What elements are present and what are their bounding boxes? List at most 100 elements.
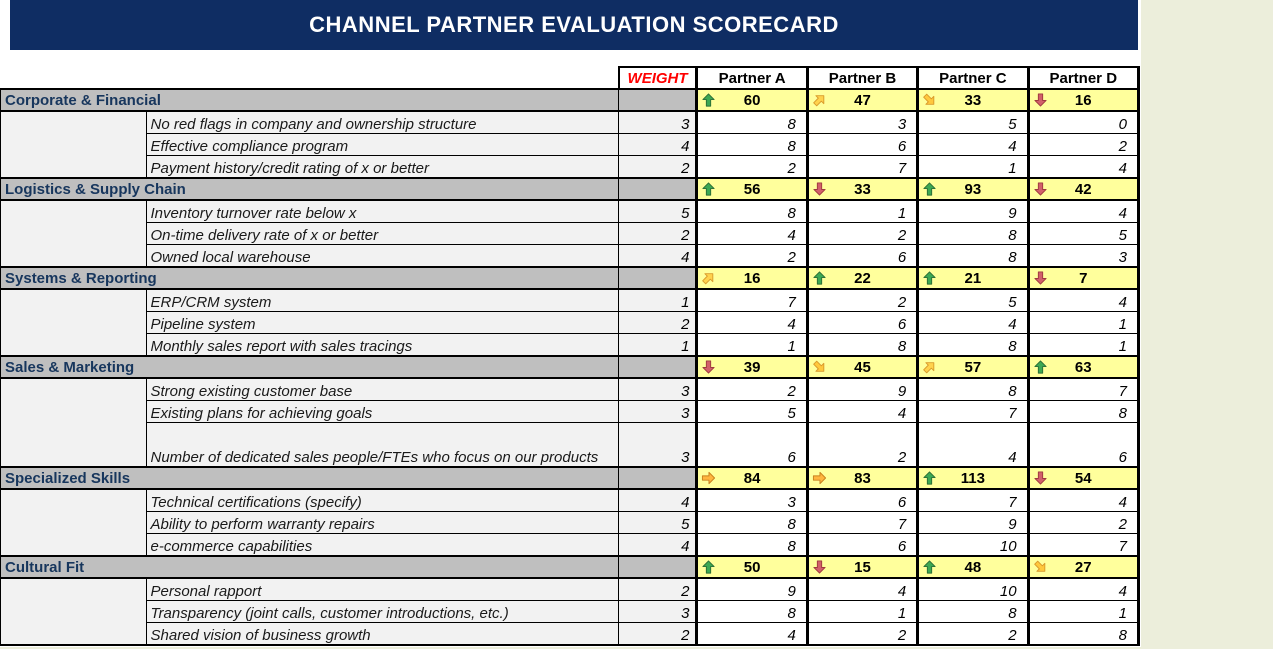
category-weight-cell[interactable] (618, 266, 698, 290)
score-cell[interactable]: 2 (1026, 133, 1141, 156)
category-total-cell[interactable]: 93 (916, 177, 1030, 201)
criterion-label[interactable]: Number of dedicated sales people/FTEs wh… (145, 422, 619, 468)
category-label[interactable]: Sales & Marketing (0, 355, 619, 379)
criterion-label[interactable]: e-commerce capabilities (145, 533, 619, 557)
score-cell[interactable]: 8 (695, 533, 809, 557)
weight-cell[interactable]: 1 (618, 288, 698, 312)
category-weight-cell[interactable] (618, 355, 698, 379)
score-cell[interactable]: 6 (805, 311, 920, 334)
category-weight-cell[interactable] (618, 466, 698, 490)
score-cell[interactable]: 6 (805, 533, 920, 557)
score-cell[interactable]: 2 (805, 422, 920, 468)
score-cell[interactable]: 10 (916, 533, 1030, 557)
category-total-cell[interactable]: 27 (1026, 555, 1141, 579)
category-total-cell[interactable]: 48 (916, 555, 1030, 579)
score-cell[interactable]: 8 (916, 244, 1030, 268)
category-label[interactable]: Systems & Reporting (0, 266, 619, 290)
score-cell[interactable]: 2 (805, 622, 920, 646)
score-cell[interactable]: 8 (1026, 400, 1141, 423)
category-total-cell[interactable]: 21 (916, 266, 1030, 290)
weight-cell[interactable]: 2 (618, 155, 698, 179)
score-cell[interactable]: 2 (1026, 511, 1141, 534)
score-cell[interactable]: 1 (916, 155, 1030, 179)
score-cell[interactable]: 2 (805, 222, 920, 245)
score-cell[interactable]: 4 (1026, 199, 1141, 223)
category-total-cell[interactable]: 83 (805, 466, 920, 490)
category-total-cell[interactable]: 60 (695, 88, 809, 112)
category-total-cell[interactable]: 16 (695, 266, 809, 290)
score-cell[interactable]: 1 (1026, 333, 1141, 357)
score-cell[interactable]: 5 (916, 110, 1030, 134)
score-cell[interactable]: 7 (916, 488, 1030, 512)
partner-c-header[interactable]: Partner C (916, 66, 1030, 90)
weight-cell[interactable]: 3 (618, 422, 698, 468)
criterion-label[interactable]: On-time delivery rate of x or better (145, 222, 619, 245)
score-cell[interactable]: 6 (805, 244, 920, 268)
score-cell[interactable]: 5 (695, 400, 809, 423)
score-cell[interactable]: 6 (805, 133, 920, 156)
score-cell[interactable]: 1 (805, 199, 920, 223)
score-cell[interactable]: 1 (1026, 311, 1141, 334)
category-total-cell[interactable]: 42 (1026, 177, 1141, 201)
criterion-label[interactable]: Transparency (joint calls, customer intr… (145, 600, 619, 623)
category-total-cell[interactable]: 7 (1026, 266, 1141, 290)
score-cell[interactable]: 8 (695, 199, 809, 223)
criterion-label[interactable]: Existing plans for achieving goals (145, 400, 619, 423)
criterion-label[interactable]: Owned local warehouse (145, 244, 619, 268)
criterion-label[interactable]: Strong existing customer base (145, 377, 619, 401)
score-cell[interactable]: 7 (695, 288, 809, 312)
score-cell[interactable]: 8 (805, 333, 920, 357)
category-total-cell[interactable]: 39 (695, 355, 809, 379)
category-total-cell[interactable]: 50 (695, 555, 809, 579)
score-cell[interactable]: 4 (695, 311, 809, 334)
category-label[interactable]: Specialized Skills (0, 466, 619, 490)
score-cell[interactable]: 7 (805, 511, 920, 534)
category-total-cell[interactable]: 56 (695, 177, 809, 201)
weight-cell[interactable]: 2 (618, 222, 698, 245)
score-cell[interactable]: 6 (695, 422, 809, 468)
category-total-cell[interactable]: 33 (916, 88, 1030, 112)
category-total-cell[interactable]: 63 (1026, 355, 1141, 379)
score-cell[interactable]: 4 (1026, 155, 1141, 179)
score-cell[interactable]: 4 (1026, 577, 1141, 601)
score-cell[interactable]: 8 (695, 133, 809, 156)
score-cell[interactable]: 5 (1026, 222, 1141, 245)
score-cell[interactable]: 1 (805, 600, 920, 623)
weight-cell[interactable]: 5 (618, 511, 698, 534)
score-cell[interactable]: 8 (695, 511, 809, 534)
category-total-cell[interactable]: 33 (805, 177, 920, 201)
category-weight-cell[interactable] (618, 88, 698, 112)
score-cell[interactable]: 4 (1026, 288, 1141, 312)
score-cell[interactable]: 7 (1026, 377, 1141, 401)
weight-cell[interactable]: 4 (618, 244, 698, 268)
weight-cell[interactable]: 4 (618, 533, 698, 557)
criterion-label[interactable]: Payment history/credit rating of x or be… (145, 155, 619, 179)
weight-cell[interactable]: 3 (618, 110, 698, 134)
partner-d-header[interactable]: Partner D (1026, 66, 1141, 90)
score-cell[interactable]: 2 (805, 288, 920, 312)
score-cell[interactable]: 5 (916, 288, 1030, 312)
weight-cell[interactable]: 4 (618, 488, 698, 512)
score-cell[interactable]: 4 (695, 622, 809, 646)
partner-b-header[interactable]: Partner B (805, 66, 920, 90)
weight-column-header[interactable]: WEIGHT (617, 66, 698, 90)
criterion-label[interactable]: Shared vision of business growth (145, 622, 619, 646)
score-cell[interactable]: 4 (805, 400, 920, 423)
score-cell[interactable]: 4 (805, 577, 920, 601)
score-cell[interactable]: 10 (916, 577, 1030, 601)
category-label[interactable]: Logistics & Supply Chain (0, 177, 619, 201)
score-cell[interactable]: 6 (805, 488, 920, 512)
category-total-cell[interactable]: 47 (805, 88, 920, 112)
score-cell[interactable]: 3 (805, 110, 920, 134)
score-cell[interactable]: 8 (695, 110, 809, 134)
criterion-label[interactable]: Personal rapport (145, 577, 619, 601)
category-total-cell[interactable]: 15 (805, 555, 920, 579)
score-cell[interactable]: 4 (916, 422, 1030, 468)
category-total-cell[interactable]: 54 (1026, 466, 1141, 490)
score-cell[interactable]: 7 (916, 400, 1030, 423)
score-cell[interactable]: 7 (1026, 533, 1141, 557)
weight-cell[interactable]: 3 (618, 600, 698, 623)
score-cell[interactable]: 2 (916, 622, 1030, 646)
criterion-label[interactable]: Inventory turnover rate below x (145, 199, 619, 223)
score-cell[interactable]: 1 (695, 333, 809, 357)
